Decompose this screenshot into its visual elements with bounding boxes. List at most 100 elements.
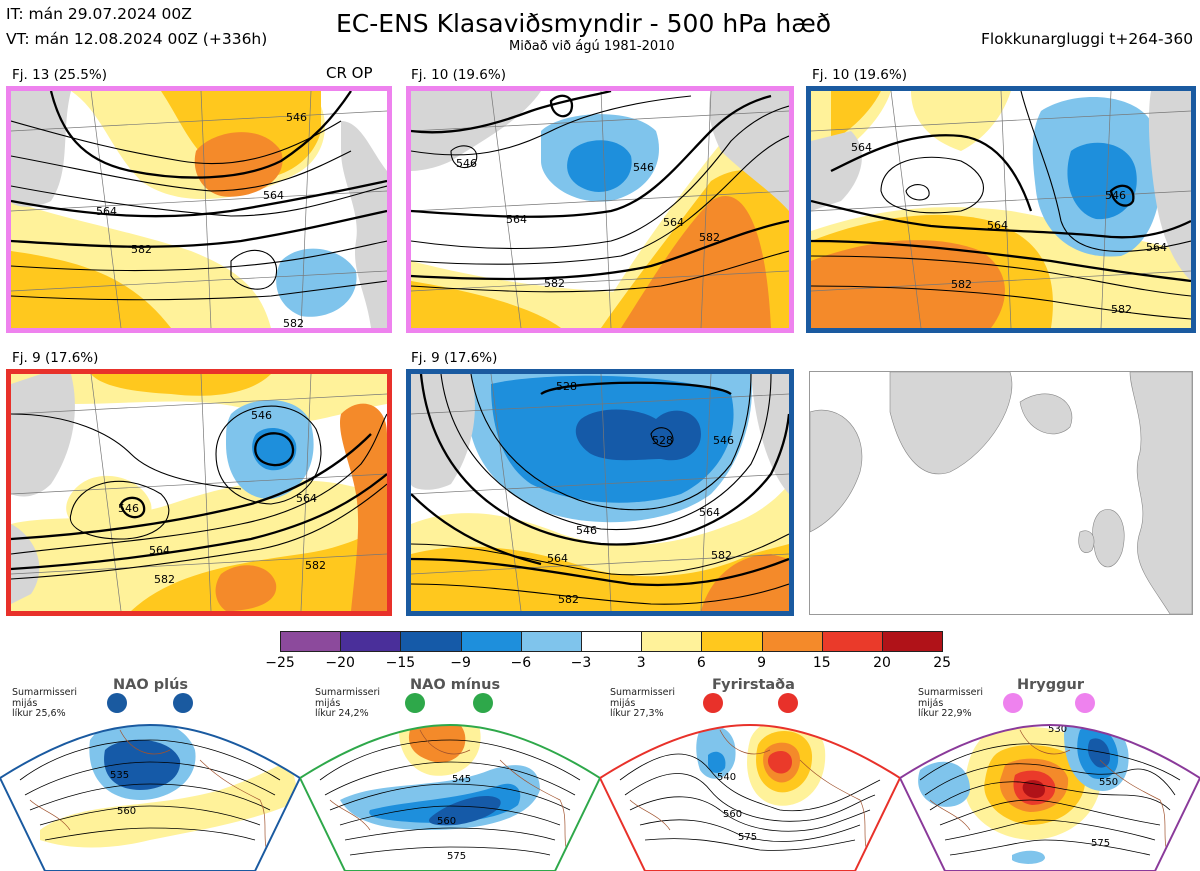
colorbar-tick-label: 6 — [696, 655, 706, 671]
cluster-map-1-svg: 546 564 564 582 582 — [11, 91, 387, 328]
contour-label: 546 — [251, 409, 272, 422]
regime-4-marker-right — [1075, 693, 1095, 713]
contour-label: 564 — [547, 552, 568, 565]
cluster-1-extra: CR OP — [326, 64, 373, 82]
contour-label: 546 — [118, 502, 139, 515]
contour-label: 564 — [987, 219, 1008, 232]
cluster-5-label: Fj. 9 (17.6%) — [411, 350, 498, 366]
contour-label: 564 — [663, 216, 684, 229]
contour-label: 582 — [131, 243, 152, 256]
regime-4-map: 530 550 575 — [900, 723, 1200, 871]
colorbar-swatch — [701, 631, 763, 652]
regime-1-title: NAO plús — [113, 677, 189, 693]
contour-label: 582 — [951, 278, 972, 291]
contour-label: 582 — [544, 277, 565, 290]
regime-1-marker-right — [173, 693, 193, 713]
cluster-3-label: Fj. 10 (19.6%) — [812, 67, 907, 83]
colorbar-tick-label: 25 — [933, 655, 952, 671]
colorbar-tick-label: 9 — [757, 655, 767, 671]
valid-time: VT: mán 12.08.2024 00Z (+336h) — [6, 30, 268, 48]
contour-label: 582 — [558, 593, 579, 606]
contour-label: 582 — [699, 231, 720, 244]
contour-label: 546 — [1105, 189, 1126, 202]
colorbar-tick-label: −20 — [325, 655, 355, 671]
colorbar-tick-label: −3 — [570, 655, 592, 671]
cluster-2-label: Fj. 10 (19.6%) — [411, 67, 506, 83]
page-subtitle: Miðað við ágú 1981-2010 — [509, 39, 675, 54]
contour-label: 528 — [652, 434, 673, 447]
cluster-map-3-svg: 564 546 564 564 582 582 — [811, 91, 1191, 328]
regime-2-marker-right — [473, 693, 493, 713]
contour-label: 564 — [149, 544, 170, 557]
colorbar-swatch — [340, 631, 402, 652]
regime-4-contour-label: 550 — [1099, 777, 1118, 788]
contour-label: 564 — [96, 205, 117, 218]
colorbar-swatch — [520, 631, 582, 652]
cluster-map-5-svg: 528 528 546 546 564 564 582 582 — [411, 374, 789, 611]
regime-3-marker-left — [703, 693, 723, 713]
initial-time: IT: mán 29.07.2024 00Z — [6, 5, 192, 23]
base-map — [809, 371, 1193, 615]
colorbar-swatch — [821, 631, 883, 652]
cluster-map-5[interactable]: 528 528 546 546 564 564 582 582 — [406, 369, 794, 616]
regime-1-contour-label: 560 — [117, 806, 136, 817]
regime-2-title: NAO mínus — [410, 677, 501, 693]
cluster-map-2[interactable]: 546 546 564 564 582 582 — [406, 86, 794, 333]
regime-3-contour-label: 540 — [717, 772, 736, 783]
contour-label: 582 — [283, 317, 304, 328]
colorbar-swatch — [882, 631, 944, 652]
contour-label: 546 — [633, 161, 654, 174]
regime-3-map: 540 560 575 — [600, 723, 900, 871]
colorbar-tick-label: −6 — [510, 655, 532, 671]
contour-label: 546 — [456, 157, 477, 170]
regime-2-marker-left — [405, 693, 425, 713]
regime-1-note: Sumarmisseri mijás líkur 25,6% — [12, 687, 78, 719]
colorbar-tick-label: −9 — [450, 655, 471, 671]
contour-label: 546 — [713, 434, 734, 447]
regime-3-contour-label: 560 — [723, 809, 742, 820]
regime-4-title: Hryggur — [1017, 677, 1084, 693]
classification-window: Flokkunargluggi t+264-360 — [981, 30, 1194, 48]
contour-label: 564 — [296, 492, 317, 505]
contour-label: 546 — [286, 111, 307, 124]
contour-label: 564 — [1146, 241, 1167, 254]
colorbar-swatch — [761, 631, 823, 652]
base-map-svg — [810, 372, 1192, 614]
cluster-4-label: Fj. 9 (17.6%) — [12, 350, 99, 366]
regime-4-contour-label: 530 — [1048, 724, 1067, 735]
contour-label: 564 — [506, 213, 527, 226]
regime-2-contour-label: 575 — [447, 851, 466, 862]
regime-1-map: 535 560 — [0, 723, 300, 871]
page-title: EC-ENS Klasaviðsmyndir - 500 hPa hæð — [336, 9, 832, 38]
cluster-map-4-svg: 546 546 564 564 582 582 — [11, 374, 387, 611]
regime-4-marker-left — [1003, 693, 1023, 713]
contour-label: 564 — [263, 189, 284, 202]
cluster-map-1[interactable]: 546 564 564 582 582 — [6, 86, 392, 333]
contour-label: 582 — [711, 549, 732, 562]
regime-3-marker-right — [778, 693, 798, 713]
colorbar-swatch — [460, 631, 522, 652]
colorbar-tick-label: 15 — [812, 655, 831, 671]
colorbar-swatch — [400, 631, 462, 652]
regime-1-contour-label: 535 — [110, 770, 129, 781]
colorbar-tick-label: 20 — [873, 655, 891, 671]
colorbar-tick-label: −15 — [385, 655, 416, 671]
regime-2-contour-label: 560 — [437, 816, 456, 827]
regime-2-map: 545 560 575 — [300, 723, 600, 871]
contour-label: 564 — [699, 506, 720, 519]
cluster-map-2-svg: 546 546 564 564 582 582 — [411, 91, 789, 328]
cluster-map-4[interactable]: 546 546 564 564 582 582 — [6, 369, 392, 616]
contour-label: 564 — [851, 141, 872, 154]
colorbar-tick-label: −25 — [265, 655, 295, 671]
regime-4-contour-label: 575 — [1091, 838, 1110, 849]
regime-3-contour-label: 575 — [738, 832, 757, 843]
colorbar-swatch — [581, 631, 643, 652]
contour-label: 582 — [1111, 303, 1132, 316]
colorbar-tick-label: 3 — [636, 655, 646, 671]
regime-4-note: Sumarmisseri mijás líkur 22,9% — [918, 687, 984, 719]
regime-2-contour-label: 545 — [452, 774, 471, 785]
cluster-map-3[interactable]: 564 546 564 564 582 582 — [806, 86, 1196, 333]
contour-label: 582 — [154, 573, 175, 586]
regime-2-note: Sumarmisseri mijás líkur 24,2% — [315, 687, 381, 719]
contour-label: 528 — [556, 380, 577, 393]
